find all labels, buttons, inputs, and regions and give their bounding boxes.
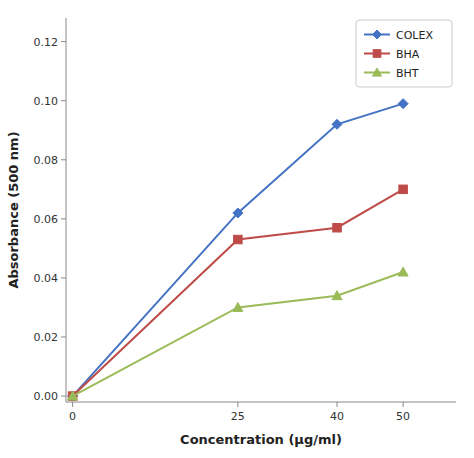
point bbox=[332, 291, 342, 300]
legend-marker bbox=[373, 50, 381, 58]
y-tick-label: 0.10 bbox=[34, 95, 59, 108]
point bbox=[332, 119, 342, 129]
y-axis-label: Absorbance (500 nm) bbox=[6, 131, 21, 288]
y-tick bbox=[61, 41, 66, 42]
x-tick bbox=[72, 402, 73, 407]
x-tick-label: 40 bbox=[330, 410, 344, 423]
legend-box bbox=[356, 20, 452, 87]
legend-label: BHT bbox=[396, 67, 419, 80]
y-tick bbox=[61, 100, 66, 101]
y-tick-label: 0.06 bbox=[34, 213, 59, 226]
x-axis-label: Concentration (μg/ml) bbox=[180, 432, 342, 447]
plot-area bbox=[68, 99, 409, 401]
point bbox=[233, 208, 243, 218]
legend-label: BHA bbox=[396, 48, 420, 61]
legend-marker bbox=[373, 68, 382, 76]
y-tick-label: 0.08 bbox=[34, 154, 59, 167]
point bbox=[68, 391, 78, 400]
point bbox=[234, 235, 243, 244]
y-tick bbox=[61, 159, 66, 160]
point bbox=[398, 267, 408, 276]
chart: 0 25 40 50 0.00 0.02 0.04 0.06 0.08 0.10 0.12 Conce… bbox=[0, 0, 474, 458]
y-tick-label: 0.00 bbox=[34, 390, 59, 403]
x-tick bbox=[337, 402, 338, 407]
series-line bbox=[73, 104, 404, 396]
x-tick-label: 25 bbox=[231, 410, 245, 423]
x-axis-line bbox=[66, 402, 456, 403]
x-tick-label: 50 bbox=[396, 410, 410, 423]
x-tick bbox=[237, 402, 238, 407]
legend-label: COLEX bbox=[396, 29, 433, 42]
point bbox=[68, 392, 77, 401]
y-tick bbox=[61, 396, 66, 397]
series-line bbox=[73, 189, 404, 396]
x-tick bbox=[403, 402, 404, 407]
point bbox=[398, 99, 408, 109]
legend-marker bbox=[373, 30, 382, 39]
series-line bbox=[73, 272, 404, 396]
point bbox=[233, 302, 243, 311]
y-tick-label: 0.04 bbox=[34, 272, 59, 285]
x-tick-label: 0 bbox=[69, 410, 76, 423]
y-axis-line bbox=[66, 18, 67, 402]
y-tick bbox=[61, 277, 66, 278]
background bbox=[0, 0, 474, 458]
point bbox=[333, 223, 342, 232]
point bbox=[68, 391, 78, 401]
y-tick bbox=[61, 218, 66, 219]
y-tick bbox=[61, 337, 66, 338]
y-tick-label: 0.02 bbox=[34, 331, 59, 344]
y-tick-label: 0.12 bbox=[34, 36, 59, 49]
legend: COLEX BHA BHT bbox=[356, 20, 452, 87]
point bbox=[399, 185, 408, 194]
